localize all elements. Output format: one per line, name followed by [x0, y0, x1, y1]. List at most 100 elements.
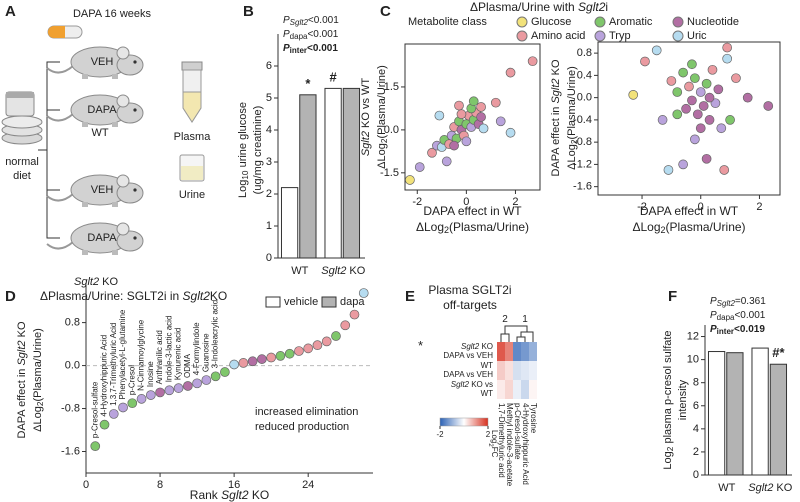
bar-annotation: #* — [772, 346, 785, 361]
point — [692, 109, 703, 120]
stat-line: Pinter<0.019 — [710, 324, 765, 336]
annotation: increased elimination — [255, 406, 358, 418]
y-tick-label: 0.8 — [577, 47, 592, 59]
point — [687, 59, 697, 70]
point — [294, 346, 304, 356]
point — [651, 45, 662, 56]
legend-title: Metabolite class — [408, 16, 487, 28]
chart-title: ΔPlasma/Urine with Sglt2i — [470, 0, 608, 14]
point — [220, 367, 230, 377]
cluster-label: 2 — [502, 314, 508, 325]
heatmap-cell — [513, 361, 521, 380]
point — [164, 385, 175, 396]
point — [229, 359, 239, 370]
cluster-label: 1 — [522, 314, 528, 325]
point — [468, 96, 479, 107]
point — [441, 156, 452, 167]
point — [90, 441, 101, 451]
y-axis-label: DAPA effect in Sglt2 KO — [550, 59, 562, 176]
urine-cup-icon — [179, 154, 205, 182]
row-label: WT — [481, 389, 494, 398]
legend-label: Amino acid — [531, 30, 585, 42]
point — [155, 387, 165, 398]
point — [414, 162, 425, 172]
legend-label: dapa — [340, 296, 365, 308]
point — [449, 140, 459, 151]
heatmap-cell — [497, 361, 505, 380]
stat-line: PSglt2=0.361 — [710, 296, 766, 308]
x-axis-label: Rank Sglt2 KO — [190, 488, 269, 502]
point — [719, 165, 730, 175]
dendrogram — [500, 333, 510, 342]
stat-subscript: dapa — [290, 32, 308, 41]
point — [427, 147, 437, 158]
point — [678, 159, 688, 170]
y-tick-label: 4 — [693, 423, 699, 435]
legend-label: Glucose — [531, 16, 571, 28]
y-tick-label: 0.0 — [384, 124, 399, 136]
legend-swatch — [672, 16, 684, 28]
plot-frame — [597, 41, 781, 196]
dendrogram — [516, 331, 534, 342]
y-tick-label: 3 — [266, 156, 272, 168]
genotype-label: WT — [91, 127, 108, 139]
point-label: Kynurenic acid — [174, 328, 183, 380]
row-label: Sglt2 KO — [461, 342, 493, 351]
y-axis-label: (ug/mg creatinine) — [252, 106, 264, 195]
point — [247, 356, 258, 367]
chart-title: off-targets — [443, 298, 497, 312]
heatmap-cell — [513, 342, 521, 361]
point — [478, 123, 489, 134]
point — [358, 288, 369, 298]
point-label: 1,3,7-Trimethyluric Acid — [109, 323, 118, 406]
heatmap-cell — [521, 361, 529, 380]
point — [173, 383, 184, 393]
point — [201, 375, 212, 385]
legend-label: vehicle — [284, 296, 318, 308]
point-label: N-Cinnamoylglycine — [137, 319, 146, 391]
point — [99, 419, 110, 430]
bar — [726, 352, 744, 476]
bar-annotation: * — [305, 76, 311, 91]
stat-value: <0.001 — [307, 43, 338, 54]
stat-line: Pdapa<0.001 — [710, 310, 766, 322]
x-axis-label: ΔLog2(Plasma/Urine) — [632, 220, 745, 235]
point — [238, 358, 249, 368]
point-label: ODMA — [183, 353, 192, 378]
point — [461, 136, 472, 147]
x-axis-label: DAPA effect in WT — [423, 204, 522, 218]
bar — [751, 347, 769, 476]
x-tick-label: 0 — [83, 479, 89, 491]
heatmap-cell — [521, 380, 529, 399]
point — [266, 352, 277, 363]
heatmap-cell — [497, 380, 505, 399]
arm-label: DAPA — [87, 232, 117, 244]
point — [704, 92, 715, 103]
point — [722, 53, 733, 64]
stat-line: PSglt2<0.001 — [283, 15, 339, 27]
bar — [342, 87, 361, 259]
x-tick-label: 8 — [157, 479, 163, 491]
diet-label: diet — [13, 170, 31, 182]
point — [303, 343, 314, 354]
point — [701, 78, 712, 89]
x-tick-label: 2 — [512, 196, 518, 208]
row-label: Sglt2 KO vs — [451, 380, 493, 389]
point — [434, 110, 445, 121]
stat-symbol: P — [710, 296, 717, 307]
x-tick-label: -2 — [412, 196, 422, 208]
panel-label: D — [5, 288, 16, 305]
y-tick-label: 0 — [266, 252, 272, 264]
y-axis-label: intensity — [677, 379, 689, 420]
point — [698, 101, 709, 111]
stat-subscript: dapa — [717, 313, 735, 322]
point-label: Indole-3-lactic acid — [164, 316, 173, 383]
diet-label: normal — [5, 156, 39, 168]
x-axis-label: DAPA effect in WT — [640, 204, 739, 218]
stat-symbol: P — [710, 324, 717, 335]
heatmap-cell — [529, 380, 537, 399]
point — [725, 115, 735, 125]
y-tick-label: -1.2 — [573, 158, 592, 170]
